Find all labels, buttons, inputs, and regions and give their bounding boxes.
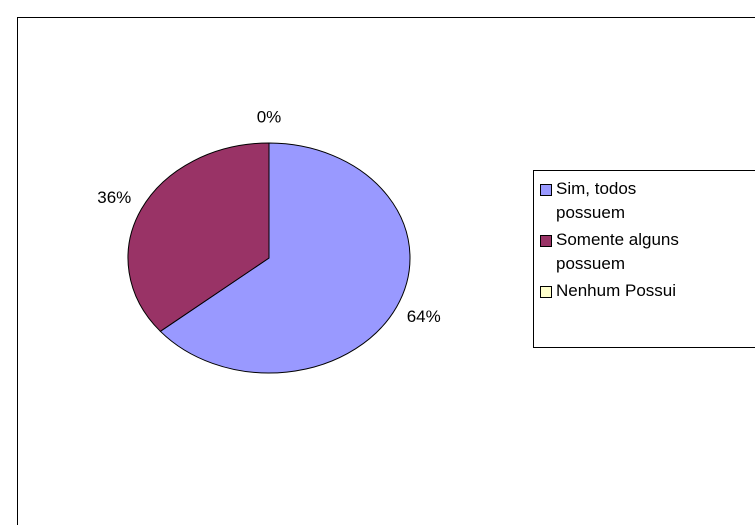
legend-line: possuem bbox=[556, 254, 625, 273]
data-label: 64% bbox=[407, 307, 441, 326]
legend-label: Nenhum Possui bbox=[556, 281, 676, 300]
legend-box bbox=[533, 170, 755, 348]
legend-line: possuem bbox=[556, 203, 625, 222]
data-label: 36% bbox=[97, 188, 131, 207]
legend-label: Sim, todos possuem bbox=[556, 179, 636, 222]
pie-slice bbox=[159, 142, 411, 374]
legend-line: Nenhum Possui bbox=[556, 281, 676, 300]
legend-label: Somente alguns possuem bbox=[556, 230, 679, 273]
legend-line: Somente alguns bbox=[556, 230, 679, 249]
pie-slice bbox=[127, 142, 270, 332]
legend-line: Sim, todos bbox=[556, 179, 636, 198]
legend-swatch bbox=[540, 184, 552, 196]
legend-swatch bbox=[540, 235, 552, 247]
legend-swatch bbox=[540, 286, 552, 298]
data-label: 0% bbox=[257, 107, 282, 126]
